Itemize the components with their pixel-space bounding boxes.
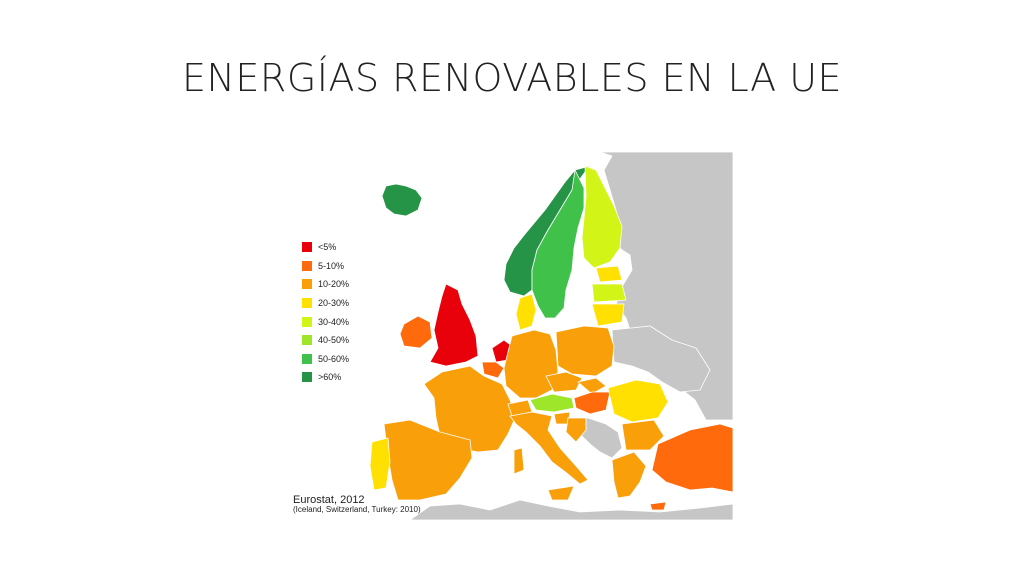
sweden-region [531, 169, 585, 319]
cyprus-region [649, 501, 667, 511]
lithuania-region [591, 303, 625, 327]
finland-region [581, 165, 623, 269]
legend-label: >60% [318, 372, 342, 383]
map-legend: <5% 5-10% 10-20% 20-30% 30-40% 40-50% 50… [302, 238, 349, 387]
legend-label: 10-20% [318, 279, 350, 290]
legend-item: 40-50% [302, 331, 349, 350]
legend-swatch [302, 372, 312, 383]
uk-region [429, 283, 479, 367]
legend-item: <5% [302, 238, 349, 257]
legend-label: 5-10% [318, 260, 345, 271]
legend-item: 10-20% [302, 275, 349, 294]
bulgaria-region [621, 419, 665, 451]
map-svg [369, 151, 734, 520]
greece-region [611, 451, 647, 499]
belgium-region [481, 361, 505, 379]
source-footnote: (Iceland, Switzerland, Turkey: 2010) [293, 505, 421, 515]
legend-label: 50-60% [318, 353, 350, 364]
legend-item: 5-10% [302, 257, 349, 276]
czech-region [545, 371, 583, 393]
portugal-region [369, 437, 391, 491]
austria-region [529, 393, 575, 413]
sicily-region [547, 485, 575, 501]
slide-title: ENERGÍAS RENOVABLES EN LA UE [181, 56, 843, 100]
ireland-region [399, 315, 433, 349]
europe-renewables-map [290, 150, 734, 520]
italy-region [509, 411, 589, 485]
legend-swatch [302, 353, 312, 364]
legend-label: <5% [318, 242, 337, 253]
legend-swatch [302, 260, 312, 271]
legend-swatch [302, 279, 312, 290]
legend-swatch [302, 242, 312, 253]
romania-region [607, 379, 669, 423]
spain-region [383, 419, 473, 501]
legend-swatch [302, 335, 312, 346]
legend-swatch [302, 298, 312, 309]
croatia-region [565, 417, 587, 443]
poland-region [555, 325, 615, 377]
north-africa-grey [409, 499, 734, 520]
denmark-region [515, 293, 537, 331]
legend-label: 40-50% [318, 335, 350, 346]
source-main: Eurostat, 2012 [293, 494, 365, 506]
germany-region [503, 329, 559, 399]
legend-swatch [302, 316, 312, 327]
iceland-region [381, 183, 423, 217]
turkey-region [651, 423, 734, 493]
legend-label: 20-30% [318, 298, 350, 309]
estonia-region [595, 265, 623, 283]
legend-item: 50-60% [302, 350, 349, 369]
france-region [423, 365, 517, 453]
slovakia-region [577, 377, 607, 395]
legend-item: 30-40% [302, 312, 349, 331]
hungary-region [573, 391, 611, 415]
latvia-region [591, 283, 627, 303]
baltic-ukraine-grey [611, 325, 711, 393]
legend-item: 20-30% [302, 294, 349, 313]
sardinia-region [513, 447, 525, 475]
legend-item: >60% [302, 368, 349, 387]
source-note: Eurostat, 2012 (Iceland, Switzerland, Tu… [293, 494, 421, 515]
legend-label: 30-40% [318, 316, 350, 327]
